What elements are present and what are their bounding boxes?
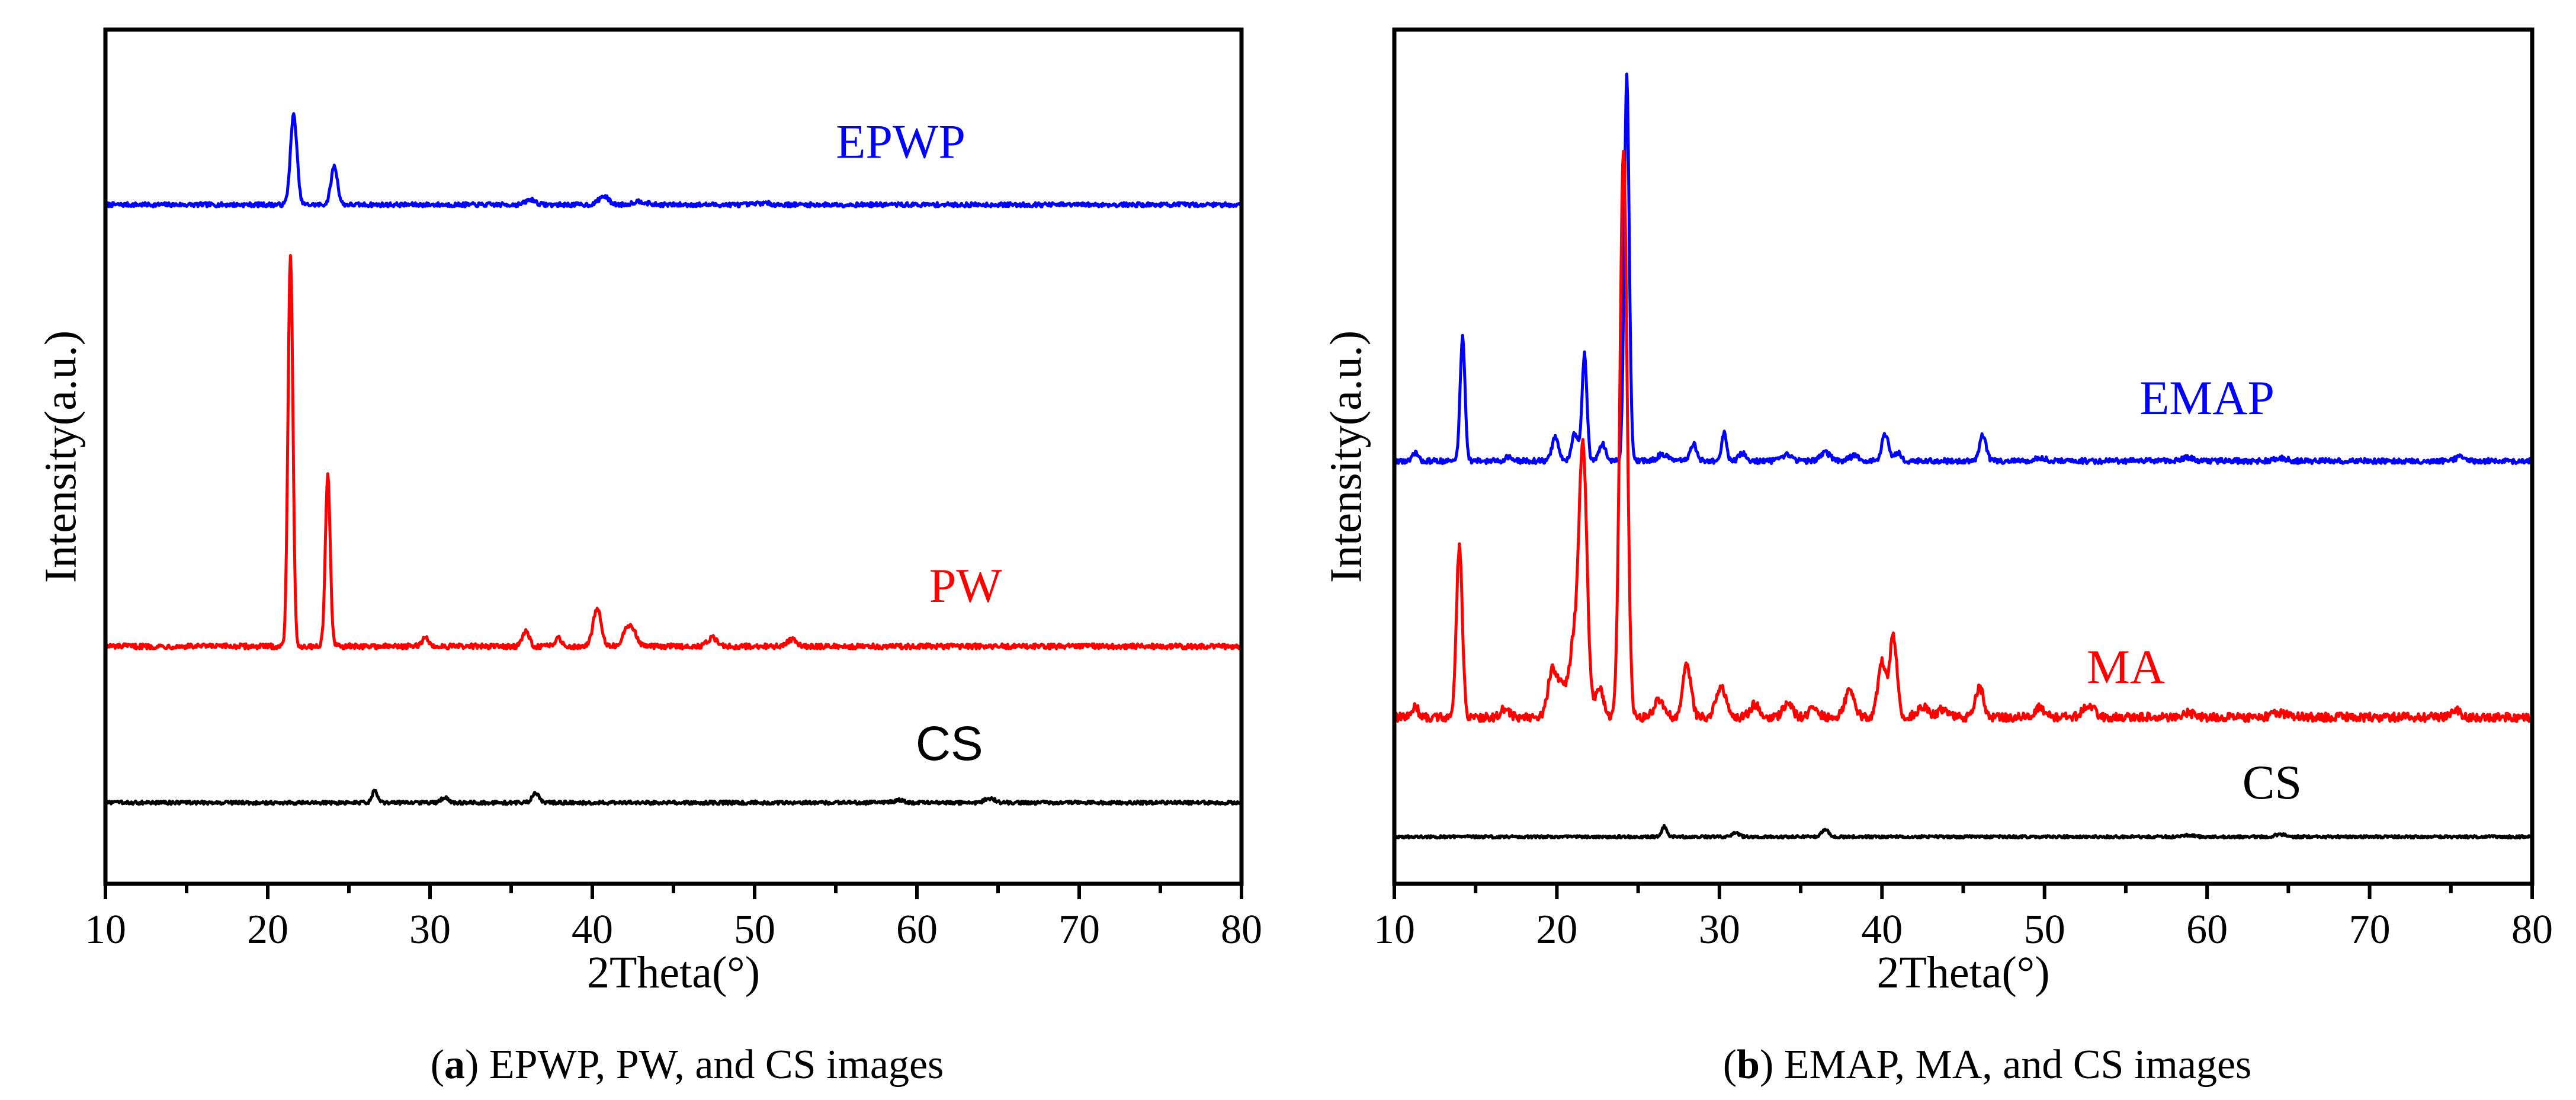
panel-b-x-axis-label: 2Theta(°): [1876, 948, 2049, 998]
panel-b-series-label-emap: EMAP: [2139, 371, 2275, 425]
panel-a-x-tick-label: 30: [409, 907, 451, 953]
panel-b-x-tick-label: 80: [2511, 907, 2553, 953]
panel-b-series-ma-line: [1393, 149, 2533, 723]
panel-b-y-axis-label: Intensity(a.u.): [1321, 331, 1371, 583]
panel-b-caption: (b) EMAP, MA, and CS images: [1723, 1042, 2252, 1088]
panel-a-x-tick-label: 80: [1221, 907, 1262, 953]
panel-a-x-ticks: 10 20 30 40 50 60 70 80: [85, 884, 1262, 953]
panel-b: 10 20 30 40 50 60 70 80 EMAP MA CS 2Theta(°) Inte…: [1321, 27, 2553, 1088]
panel-b-series-label-cs: CS: [2243, 755, 2302, 809]
panel-a-caption-letter: a: [444, 1042, 465, 1088]
panel-b-x-tick-label: 60: [2186, 907, 2228, 953]
panel-a-series-label-epwp: EPWP: [836, 114, 965, 168]
panel-a-x-tick-label: 50: [734, 907, 775, 953]
panel-b-series-cs-line: [1393, 823, 2533, 840]
panel-b-caption-text: EMAP, MA, and CS images: [1773, 1042, 2251, 1088]
panel-b-series-labels: EMAP MA CS: [2087, 371, 2302, 809]
panel-b-series-emap-line: [1393, 72, 2534, 465]
panel-a-x-tick-label: 20: [247, 907, 288, 953]
panel-a-caption: (a) EPWP, PW, and CS images: [431, 1042, 944, 1088]
panel-b-x-tick-label: 10: [1374, 907, 1415, 953]
panel-b-x-tick-label: 30: [1699, 907, 1740, 953]
panel-a-series-epwp-line: [104, 112, 1243, 209]
panel-a-plot-frame: [103, 27, 1244, 886]
panel-b-series-label-ma: MA: [2087, 640, 2165, 694]
panel-b-x-tick-label: 50: [2024, 907, 2065, 953]
panel-b-caption-letter: b: [1737, 1042, 1760, 1088]
panel-a-series-label-pw: PW: [929, 559, 1003, 612]
panel-b-x-ticks: 10 20 30 40 50 60 70 80: [1374, 884, 2553, 953]
panel-a-series-labels: EPWP PW CS: [836, 114, 1002, 771]
panel-a: 10 20 30 40 50 60 70 80 EPWP PW CS 2Theta(°) Inte…: [36, 27, 1262, 1088]
panel-b-x-tick-label: 70: [2349, 907, 2391, 953]
panel-a-y-axis-label: Intensity(a.u.): [36, 331, 85, 583]
panel-b-x-tick-label: 20: [1536, 907, 1577, 953]
panel-a-series-pw-line: [104, 254, 1243, 650]
panel-a-x-tick-label: 40: [572, 907, 613, 953]
panel-a-x-axis-label: 2Theta(°): [587, 948, 760, 998]
panel-a-x-tick-label: 10: [85, 907, 126, 953]
panel-a-caption-text: EPWP, PW, and CS images: [479, 1042, 944, 1088]
panel-a-x-tick-label: 70: [1058, 907, 1100, 953]
panel-b-plot-frame: [1392, 27, 2535, 886]
panel-a-x-tick-label: 60: [896, 907, 938, 953]
panel-a-series-cs-line: [104, 788, 1243, 806]
panel-a-series-group: [104, 112, 1243, 806]
panel-b-x-tick-label: 40: [1861, 907, 1903, 953]
panel-b-series-group: [1393, 72, 2534, 840]
panel-a-series-label-cs: CS: [916, 717, 983, 771]
